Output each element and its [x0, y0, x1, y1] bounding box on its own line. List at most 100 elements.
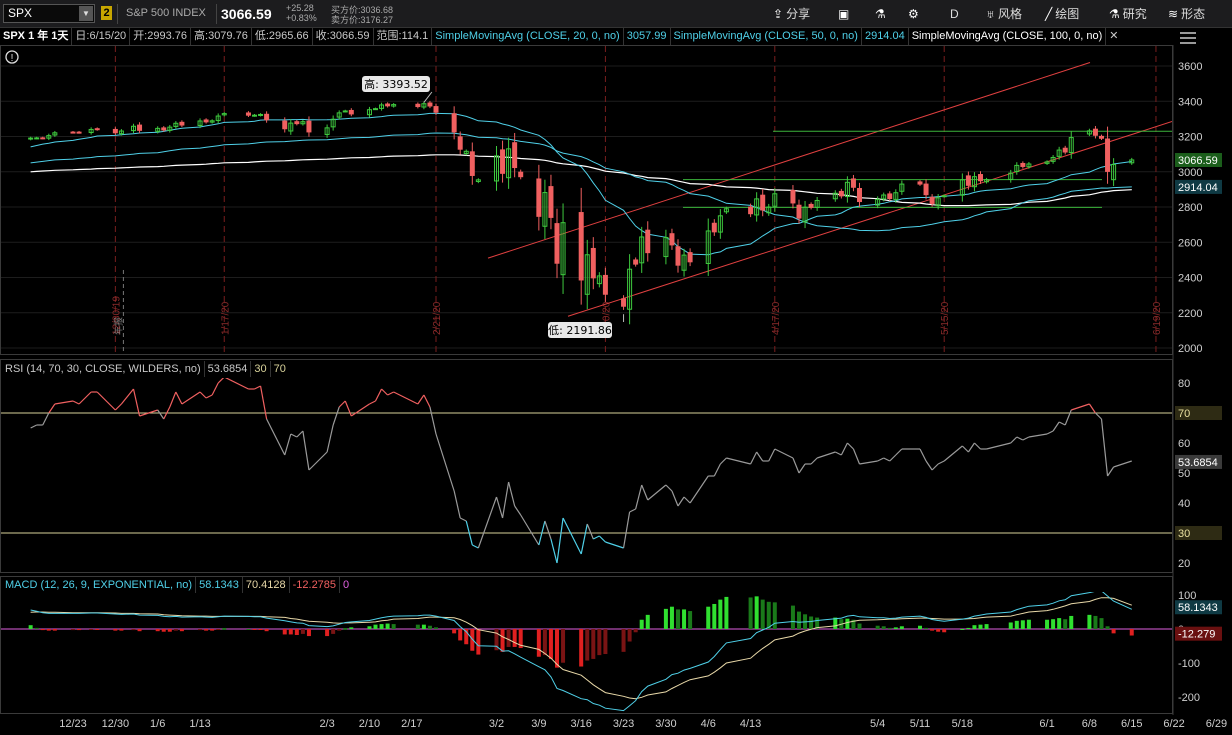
rsi-line-segment: [846, 442, 854, 450]
drawing-button[interactable]: ╱ 绘图: [1045, 4, 1079, 24]
rsi-line-segment: [132, 388, 141, 417]
share-icon: ⇪: [773, 7, 784, 21]
candle-body: [590, 247, 596, 279]
rsi-line-segment: [726, 457, 751, 465]
sma50-label[interactable]: SimpleMovingAvg (CLOSE, 50, 0, no): [671, 28, 862, 45]
rsi-overbought: 70: [273, 363, 286, 375]
macd-histogram-bar: [379, 624, 384, 629]
bid-price: 买方价:3036.68: [331, 5, 394, 15]
rsi-line-segment: [835, 451, 842, 456]
chart-period[interactable]: SPX 1 年 1天: [0, 28, 73, 45]
settings-button[interactable]: ⚙: [908, 4, 922, 24]
date-tick-label: 3/30: [655, 718, 676, 730]
macd-histogram-bar: [887, 627, 892, 629]
date-tick-label: 12/23: [59, 718, 87, 730]
bar-range: 范围:114.1: [374, 28, 433, 45]
rsi-value: 53.6854: [205, 361, 252, 377]
symbol-dropdown-icon[interactable]: ▼: [79, 6, 93, 21]
macd-avg: 70.4128: [243, 577, 290, 593]
style-button[interactable]: ♅ 风格: [986, 4, 1022, 24]
flask-button[interactable]: ⚗: [875, 4, 889, 24]
style-label: 风格: [998, 7, 1023, 21]
macd-histogram-bar: [857, 623, 862, 629]
candle-body: [336, 112, 342, 118]
rsi-line-segment: [635, 484, 643, 510]
rsi-line-segment: [810, 457, 818, 465]
chart-menu-icon[interactable]: [1180, 32, 1196, 44]
candle-body: [645, 229, 651, 254]
candle-body: [421, 103, 427, 108]
candle-body: [179, 121, 185, 126]
date-tick-label: 3/16: [570, 718, 591, 730]
rsi-line-segment: [889, 454, 897, 462]
macd-histogram-bar: [306, 629, 311, 637]
date-tick-label: 12/30: [102, 718, 130, 730]
rsi-line-segment: [224, 378, 249, 390]
candle-body: [857, 187, 862, 203]
rsi-line-segment: [266, 418, 286, 456]
macd-histogram-bar: [373, 624, 378, 629]
rsi-line-segment: [284, 433, 292, 456]
macd-histogram-bar: [71, 629, 75, 631]
rsi-study-label[interactable]: RSI (14, 70, 30, CLOSE, WILDERS, no): [2, 361, 205, 377]
share-button[interactable]: ⇪ 分享: [773, 4, 810, 24]
rsi-line-segment: [393, 391, 419, 405]
date-tick-label: 5/18: [952, 718, 973, 730]
macd-histogram-bar: [918, 625, 922, 629]
candle-body: [808, 203, 814, 208]
patterns-button[interactable]: ≋ 形态: [1168, 4, 1205, 24]
candle-body: [754, 198, 760, 216]
candle-body: [1050, 156, 1056, 162]
macd-histogram-bar: [216, 629, 221, 630]
rsi-line-segment: [1022, 436, 1030, 441]
rsi-line-segment: [477, 496, 498, 549]
macd-histogram-bar: [258, 629, 263, 630]
event-label: 2/21/20: [432, 301, 443, 335]
candle-body: [385, 103, 391, 107]
macd-histogram-bar: [978, 624, 983, 629]
close-studies-icon[interactable]: ✕: [1109, 30, 1119, 42]
rsi-line-segment: [48, 403, 56, 414]
candle-body: [324, 127, 330, 135]
macd-histogram-bar: [899, 626, 904, 629]
divider: [216, 4, 217, 24]
studies-button[interactable]: ⚗ 研究: [1109, 4, 1147, 24]
candle-body: [633, 259, 639, 265]
rsi-tick-label: 60: [1178, 438, 1190, 450]
macd-study-label[interactable]: MACD (12, 26, 9, EXPONENTIAL, no): [2, 577, 197, 593]
macd-histogram-bar: [972, 625, 977, 629]
macd-histogram-bar: [294, 629, 299, 635]
macd-histogram-bar: [40, 629, 45, 631]
aggregation-button[interactable]: D: [950, 4, 959, 24]
news-button[interactable]: ▣: [838, 4, 852, 24]
price-tick-label: 2400: [1178, 273, 1202, 285]
share-label: 分享: [786, 7, 811, 21]
candle-body: [366, 109, 372, 116]
macd-tick-label: -100: [1178, 658, 1200, 670]
date-tick-label: 6/29: [1206, 718, 1227, 730]
candle-body: [971, 176, 977, 188]
candle-body: [258, 113, 264, 116]
rsi-line-segment: [381, 388, 389, 396]
candle-body: [306, 120, 312, 133]
candle-body: [923, 183, 929, 196]
sma20-label[interactable]: SimpleMovingAvg (CLOSE, 20, 0, no): [432, 28, 624, 45]
rsi-line-segment: [593, 535, 600, 540]
rsi-line-segment: [338, 400, 346, 408]
macd-histogram-bar: [797, 611, 801, 629]
price-tick-label: 3600: [1178, 61, 1202, 73]
rsi-line-segment: [629, 508, 636, 513]
rsi-line-segment: [199, 391, 207, 399]
price-tick-label: 3000: [1178, 167, 1202, 179]
rsi-line-segment: [290, 433, 298, 438]
candle-body: [639, 236, 645, 264]
candle-body: [112, 128, 118, 134]
alert-icon[interactable]: !: [5, 50, 19, 64]
sma100-label[interactable]: SimpleMovingAvg (CLOSE, 100, 0, no): [909, 28, 1107, 45]
candle-body: [300, 121, 306, 125]
close-price-tag: 3066.59: [1178, 155, 1218, 167]
symbol-input[interactable]: SPX ▼: [3, 4, 95, 23]
channel-upper-line: [487, 61, 1091, 259]
link-group-badge[interactable]: 2: [101, 6, 112, 20]
